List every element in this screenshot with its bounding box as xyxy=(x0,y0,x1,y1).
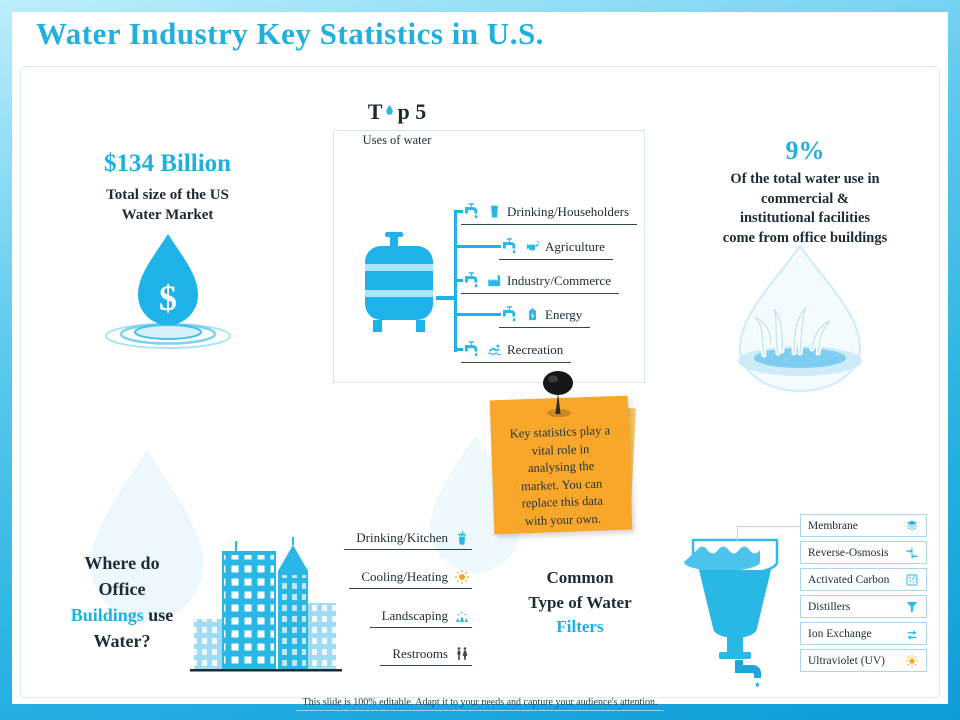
filter-label: Activated Carbon xyxy=(808,573,890,586)
faucet-icon xyxy=(463,340,482,359)
heading-line: Where do xyxy=(84,553,160,573)
sun-icon xyxy=(454,569,470,585)
office-row-landscaping: Landscaping xyxy=(369,608,472,628)
footer: This slide is 100% editable. Adapt it to… xyxy=(255,692,705,711)
battery-icon xyxy=(525,307,540,322)
water-drop-icon xyxy=(383,102,396,119)
office-row-kitchen: Drinking/Kitchen xyxy=(344,530,472,550)
heading-line: Buildings use xyxy=(52,602,192,628)
heading-accent: Filters xyxy=(556,617,604,637)
exchange-icon xyxy=(905,627,919,641)
office-label: Cooling/Heating xyxy=(361,569,448,584)
use-row-energy: Energy xyxy=(499,305,591,328)
carbon-icon xyxy=(905,573,919,587)
use-label: Drinking/Householders xyxy=(507,203,630,219)
heading-line: Common xyxy=(546,568,614,587)
filter-row-distillers: Distillers xyxy=(800,595,927,618)
filter-connector xyxy=(737,526,800,527)
watermark-drop-icon xyxy=(430,435,520,573)
filter-row-carbon: Activated Carbon xyxy=(800,568,927,591)
restroom-icon xyxy=(454,646,470,662)
use-label: Industry/Commerce xyxy=(507,272,611,288)
faucet-icon xyxy=(463,271,482,290)
filters-heading: Common Type of Water Filters xyxy=(512,566,648,640)
watering-can-icon xyxy=(525,239,540,254)
heading-line: Type of Water xyxy=(528,592,632,612)
swimmer-icon xyxy=(487,342,502,357)
filter-row-osmosis: Reverse-Osmosis xyxy=(800,541,927,564)
factory-icon xyxy=(487,273,502,288)
filter-connector xyxy=(737,526,738,542)
water-tank-icon xyxy=(365,232,433,332)
top5-title: T p 5 xyxy=(337,99,457,125)
use-label: Recreation xyxy=(507,341,564,357)
heading-line: Water? xyxy=(93,631,151,652)
use-row-agriculture: Agriculture xyxy=(499,237,613,260)
use-row-drinking: Drinking/Householders xyxy=(461,202,638,225)
market-stat-caption: Total size of the US Water Market xyxy=(106,187,229,223)
faucet-icon xyxy=(463,202,482,221)
office-share-caption: Of the total water use in commercial & i… xyxy=(722,171,888,246)
top5-subtitle: Uses of water xyxy=(362,133,432,147)
top5-title-suffix: p 5 xyxy=(397,99,427,124)
office-label: Drinking/Kitchen xyxy=(356,530,448,545)
money-drop-icon: $ xyxy=(105,234,231,349)
heading-rest: use xyxy=(143,605,174,626)
heading-accent: Buildings xyxy=(70,605,144,626)
branch-stub xyxy=(455,210,463,213)
filter-label: Ion Exchange xyxy=(808,627,872,640)
branch-stub xyxy=(455,245,501,248)
osmosis-icon xyxy=(905,546,919,560)
layers-icon xyxy=(905,519,919,533)
use-row-recreation: Recreation xyxy=(461,340,572,363)
glass-icon xyxy=(487,204,502,219)
filter-row-ion: Ion Exchange xyxy=(800,622,927,645)
market-stat-value: $134 Billion xyxy=(103,150,232,177)
water-splash-image xyxy=(738,244,862,392)
filter-row-uv: Ultraviolet (UV) xyxy=(800,649,927,672)
use-label: Energy xyxy=(545,306,583,322)
note-text: Key statistics play a vital role in anal… xyxy=(509,423,611,528)
office-label: Restrooms xyxy=(392,646,448,661)
landscaping-icon xyxy=(454,608,470,624)
page-title: Water Industry Key Statistics in U.S. xyxy=(36,16,544,51)
top5-box xyxy=(333,130,645,383)
footer-text: This slide is 100% editable. Adapt it to… xyxy=(296,697,664,711)
filter-label: Ultraviolet (UV) xyxy=(808,654,885,667)
heading-line: Office xyxy=(98,579,146,600)
funnel-icon xyxy=(905,600,919,614)
cup-icon xyxy=(454,530,470,546)
faucet-icon xyxy=(501,305,520,324)
pushpin-icon xyxy=(543,371,573,417)
filter-row-membrane: Membrane xyxy=(800,514,927,537)
filter-label: Membrane xyxy=(808,519,858,532)
use-label: Agriculture xyxy=(545,238,605,254)
use-row-industry: Industry/Commerce xyxy=(461,271,619,294)
uv-sun-icon xyxy=(905,654,919,668)
branch-stub xyxy=(455,279,463,282)
filter-label: Distillers xyxy=(808,600,851,613)
office-row-cooling: Cooling/Heating xyxy=(349,569,472,589)
branch-stub xyxy=(455,313,501,316)
office-usage-heading: Where do Office Buildings use Water? xyxy=(52,550,192,654)
content-frame xyxy=(20,66,940,698)
watermark-drop-icon xyxy=(90,449,204,622)
office-share-value: 9% xyxy=(785,136,825,165)
faucet-icon xyxy=(501,237,520,256)
office-buildings-icon xyxy=(190,537,342,672)
office-row-restrooms: Restrooms xyxy=(380,646,472,666)
branch-stub xyxy=(455,348,463,351)
office-label: Landscaping xyxy=(381,608,448,623)
dollar-symbol: $ xyxy=(159,278,177,318)
water-filter-icon xyxy=(684,538,779,687)
filter-label: Reverse-Osmosis xyxy=(808,546,889,559)
top5-title-prefix: T xyxy=(367,99,383,124)
tank-pipe xyxy=(436,296,456,300)
